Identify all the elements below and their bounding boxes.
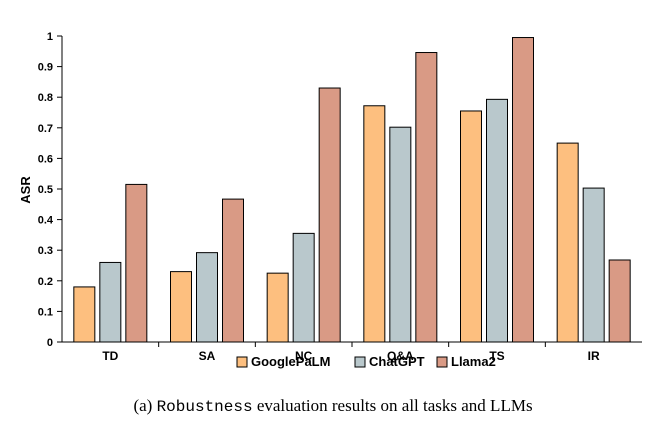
bars: [73, 37, 631, 343]
y-tick-label: 0.9: [38, 62, 53, 74]
legend-swatch-chatgpt: [354, 356, 366, 368]
x-tick-label: IR: [588, 349, 600, 363]
bar-chatgpt-ir: [582, 187, 605, 343]
bar-llama2-td: [125, 183, 148, 343]
y-tick-label: 0: [47, 337, 53, 349]
y-tick-label: 0.7: [38, 123, 53, 135]
x-tick-label: Q&A: [387, 349, 414, 363]
x-axis-ticks: TD SA NC Q&A TS IR: [102, 342, 600, 363]
legend-label-chatgpt: ChatGPT: [369, 354, 425, 369]
bar-llama2-nc: [318, 87, 341, 343]
legend-swatch-llama2: [436, 356, 448, 368]
bar-googlepalm-qanda: [363, 105, 386, 343]
bar-chatgpt-ts: [486, 98, 508, 343]
caption-keyword: Robustness: [156, 398, 253, 416]
legend-label-llama2: Llama2: [451, 354, 496, 369]
bar-llama2-ts: [512, 37, 534, 343]
y-tick-label: 0.1: [38, 306, 53, 318]
bar-chatgpt-qanda: [389, 126, 412, 343]
y-tick-label: 0.3: [38, 245, 53, 257]
bar-googlepalm-sa: [170, 271, 192, 343]
bar-chatgpt-nc: [292, 232, 315, 343]
bar-googlepalm-nc: [266, 272, 289, 343]
y-tick-label: 1: [47, 31, 53, 43]
bar-chatgpt-sa: [196, 252, 218, 343]
legend: GooglePaLM ChatGPT Llama2: [236, 354, 496, 369]
y-tick-label: 0.8: [38, 92, 53, 104]
caption-prefix: (a): [133, 396, 157, 415]
y-axis-label: ASR: [18, 176, 33, 204]
bar-googlepalm-ir: [556, 142, 579, 343]
legend-swatch-googlepalm: [236, 356, 248, 368]
figure-caption: (a) Robustness evaluation results on all…: [0, 396, 666, 416]
bar-llama2-sa: [222, 198, 244, 343]
x-tick-label: TD: [102, 349, 118, 363]
x-tick-label: SA: [199, 349, 216, 363]
bar-googlepalm-td: [73, 286, 96, 343]
legend-label-googlepalm: GooglePaLM: [251, 354, 330, 369]
bar-chart: ASR 0 0.1 0.2 0.3 0.4 0.5 0.6 0.7 0.8 0.9 1 TD SA NC…: [18, 31, 642, 369]
y-tick-label: 0.4: [38, 215, 54, 227]
y-tick-label: 0.2: [38, 276, 53, 288]
y-axis-ticks: 0 0.1 0.2 0.3 0.4 0.5 0.6 0.7 0.8 0.9 1: [38, 31, 62, 349]
caption-suffix: evaluation results on all tasks and LLMs: [252, 396, 533, 415]
x-tick-label: TS: [489, 349, 504, 363]
x-tick-label: NC: [295, 349, 313, 363]
bar-googlepalm-ts: [460, 110, 482, 343]
bar-llama2-ir: [608, 259, 631, 343]
y-tick-label: 0.5: [38, 184, 53, 196]
bar-chatgpt-td: [99, 261, 122, 343]
bar-llama2-qanda: [415, 52, 438, 343]
y-tick-label: 0.6: [38, 153, 53, 165]
